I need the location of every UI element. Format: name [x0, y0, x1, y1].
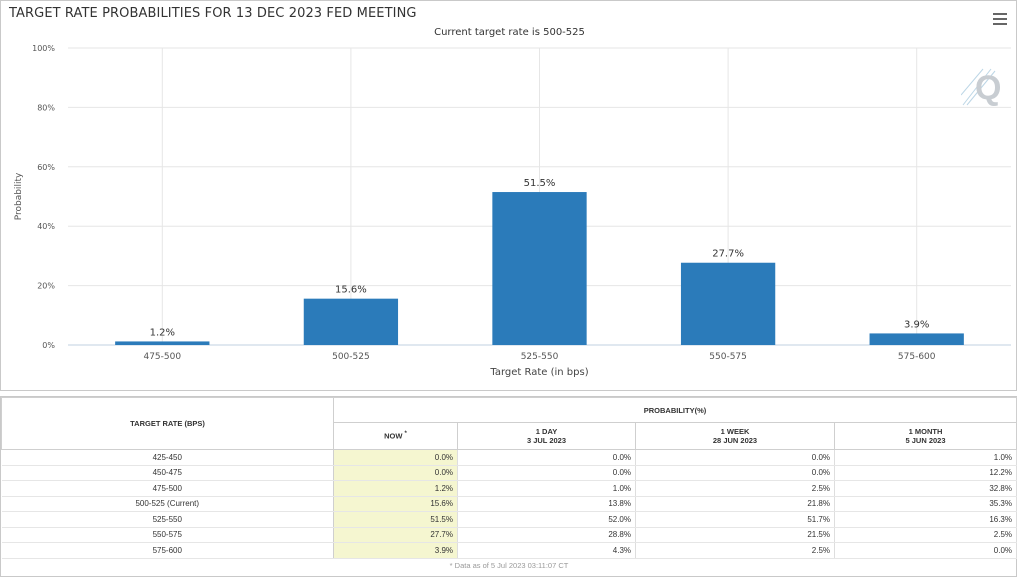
y-axis-title: Probability	[14, 172, 24, 220]
cell-week: 21.5%	[635, 527, 835, 543]
cell-now: 3.9%	[333, 542, 458, 559]
cell-now: 0.0%	[333, 449, 458, 466]
header-now: NOW *	[333, 422, 458, 450]
cell-week: 51.7%	[635, 511, 835, 528]
header-1-month-label: 1 MONTH	[908, 427, 943, 436]
data-label: 51.5%	[524, 178, 556, 189]
cell-month: 16.3%	[834, 511, 1017, 528]
cell-month: 35.3%	[834, 496, 1017, 512]
cell-week: 2.5%	[635, 480, 835, 497]
data-label: 3.9%	[904, 319, 929, 330]
cell-now: 51.5%	[333, 511, 458, 528]
cell-day: 28.8%	[457, 527, 636, 543]
cell-rate: 550-575	[1, 527, 334, 543]
y-tick-label: 20%	[37, 282, 55, 291]
chart-title: TARGET RATE PROBABILITIES FOR 13 DEC 202…	[9, 6, 417, 21]
cell-month: 2.5%	[834, 527, 1017, 543]
cell-week: 2.5%	[635, 542, 835, 559]
data-label: 1.2%	[150, 327, 175, 338]
bar-475-500	[115, 341, 210, 345]
x-tick-label: 550-575	[709, 352, 747, 362]
cell-rate: 500-525 (Current)	[1, 496, 334, 512]
probability-table: TARGET RATE (BPS) PROBABILITY(%) NOW * 1…	[1, 397, 1017, 573]
x-axis-title: Target Rate (in bps)	[489, 367, 588, 378]
header-1-month-date: 5 JUN 2023	[905, 436, 946, 445]
header-target-rate: TARGET RATE (BPS)	[1, 397, 334, 450]
table-row: 425-450 0.0% 0.0% 0.0% 1.0%	[1, 449, 1017, 466]
cell-now: 1.2%	[333, 480, 458, 497]
cell-now: 27.7%	[333, 527, 458, 543]
x-tick-label: 575-600	[898, 352, 936, 362]
probability-table-panel: TARGET RATE (BPS) PROBABILITY(%) NOW * 1…	[0, 396, 1017, 577]
y-tick-label: 0%	[42, 341, 55, 350]
cell-now: 15.6%	[333, 496, 458, 512]
header-1-week-date: 28 JUN 2023	[712, 436, 758, 445]
table-row: 525-550 51.5% 52.0% 51.7% 16.3%	[1, 511, 1017, 528]
header-1-day-label: 1 DAY	[535, 427, 558, 436]
header-1-day-date: 3 JUL 2023	[526, 436, 567, 445]
y-tick-label: 60%	[37, 163, 55, 172]
cell-rate: 525-550	[1, 511, 334, 528]
y-tick-label: 80%	[37, 103, 55, 112]
chart-subtitle: Current target rate is 500-525	[434, 27, 585, 38]
cell-rate: 475-500	[1, 480, 334, 497]
header-now-sup: *	[404, 431, 407, 438]
cell-day: 0.0%	[457, 465, 636, 481]
header-1-month: 1 MONTH 5 JUN 2023	[834, 422, 1017, 450]
header-now-label: NOW	[384, 431, 403, 441]
data-label: 15.6%	[335, 285, 367, 296]
svg-text:Q: Q	[975, 69, 1001, 107]
header-1-week-label: 1 WEEK	[720, 427, 750, 436]
cell-week: 21.8%	[635, 496, 835, 512]
cell-day: 4.3%	[457, 542, 636, 559]
cell-month: 12.2%	[834, 465, 1017, 481]
logo-q-icon: Q	[961, 68, 1001, 107]
cell-month: 0.0%	[834, 542, 1017, 559]
bar-525-550	[492, 192, 587, 345]
cell-day: 1.0%	[457, 480, 636, 497]
bar-575-600	[869, 333, 964, 345]
cell-week: 0.0%	[635, 465, 835, 481]
header-1-day: 1 DAY 3 JUL 2023	[457, 422, 636, 450]
chart-panel: TARGET RATE PROBABILITIES FOR 13 DEC 202…	[0, 0, 1017, 391]
cell-month: 32.8%	[834, 480, 1017, 497]
table-row: 500-525 (Current) 15.6% 13.8% 21.8% 35.3%	[1, 496, 1017, 512]
table-row: 450-475 0.0% 0.0% 0.0% 12.2%	[1, 465, 1017, 481]
header-probability: PROBABILITY(%)	[333, 397, 1017, 423]
cell-day: 13.8%	[457, 496, 636, 512]
table-footnote: * Data as of 5 Jul 2023 03:11:07 CT	[449, 561, 569, 570]
cell-rate: 575-600	[1, 542, 334, 559]
bar-550-575	[680, 262, 776, 345]
menu-icon[interactable]	[993, 13, 1007, 25]
x-tick-label: 525-550	[521, 352, 559, 362]
cell-rate: 450-475	[1, 465, 334, 481]
data-label: 27.7%	[712, 249, 744, 260]
header-1-week: 1 WEEK 28 JUN 2023	[635, 422, 835, 450]
cell-now: 0.0%	[333, 465, 458, 481]
x-tick-label: 500-525	[332, 352, 370, 362]
cell-rate: 425-450	[1, 449, 334, 466]
bar-500-525	[303, 298, 399, 345]
bar-chart: 0% 20% 40% 60% 80% 100% Probability 1.2% 475-500…	[14, 44, 1011, 378]
y-tick-label: 100%	[32, 44, 55, 53]
cell-month: 1.0%	[834, 449, 1017, 466]
cell-day: 52.0%	[457, 511, 636, 528]
table-row: 575-600 3.9% 4.3% 2.5% 0.0%	[1, 542, 1017, 559]
table-row: 475-500 1.2% 1.0% 2.5% 32.8%	[1, 480, 1017, 497]
y-tick-label: 40%	[37, 222, 55, 231]
cell-week: 0.0%	[635, 449, 835, 466]
table-row: 550-575 27.7% 28.8% 21.5% 2.5%	[1, 527, 1017, 543]
cell-day: 0.0%	[457, 449, 636, 466]
x-tick-label: 475-500	[143, 352, 181, 362]
